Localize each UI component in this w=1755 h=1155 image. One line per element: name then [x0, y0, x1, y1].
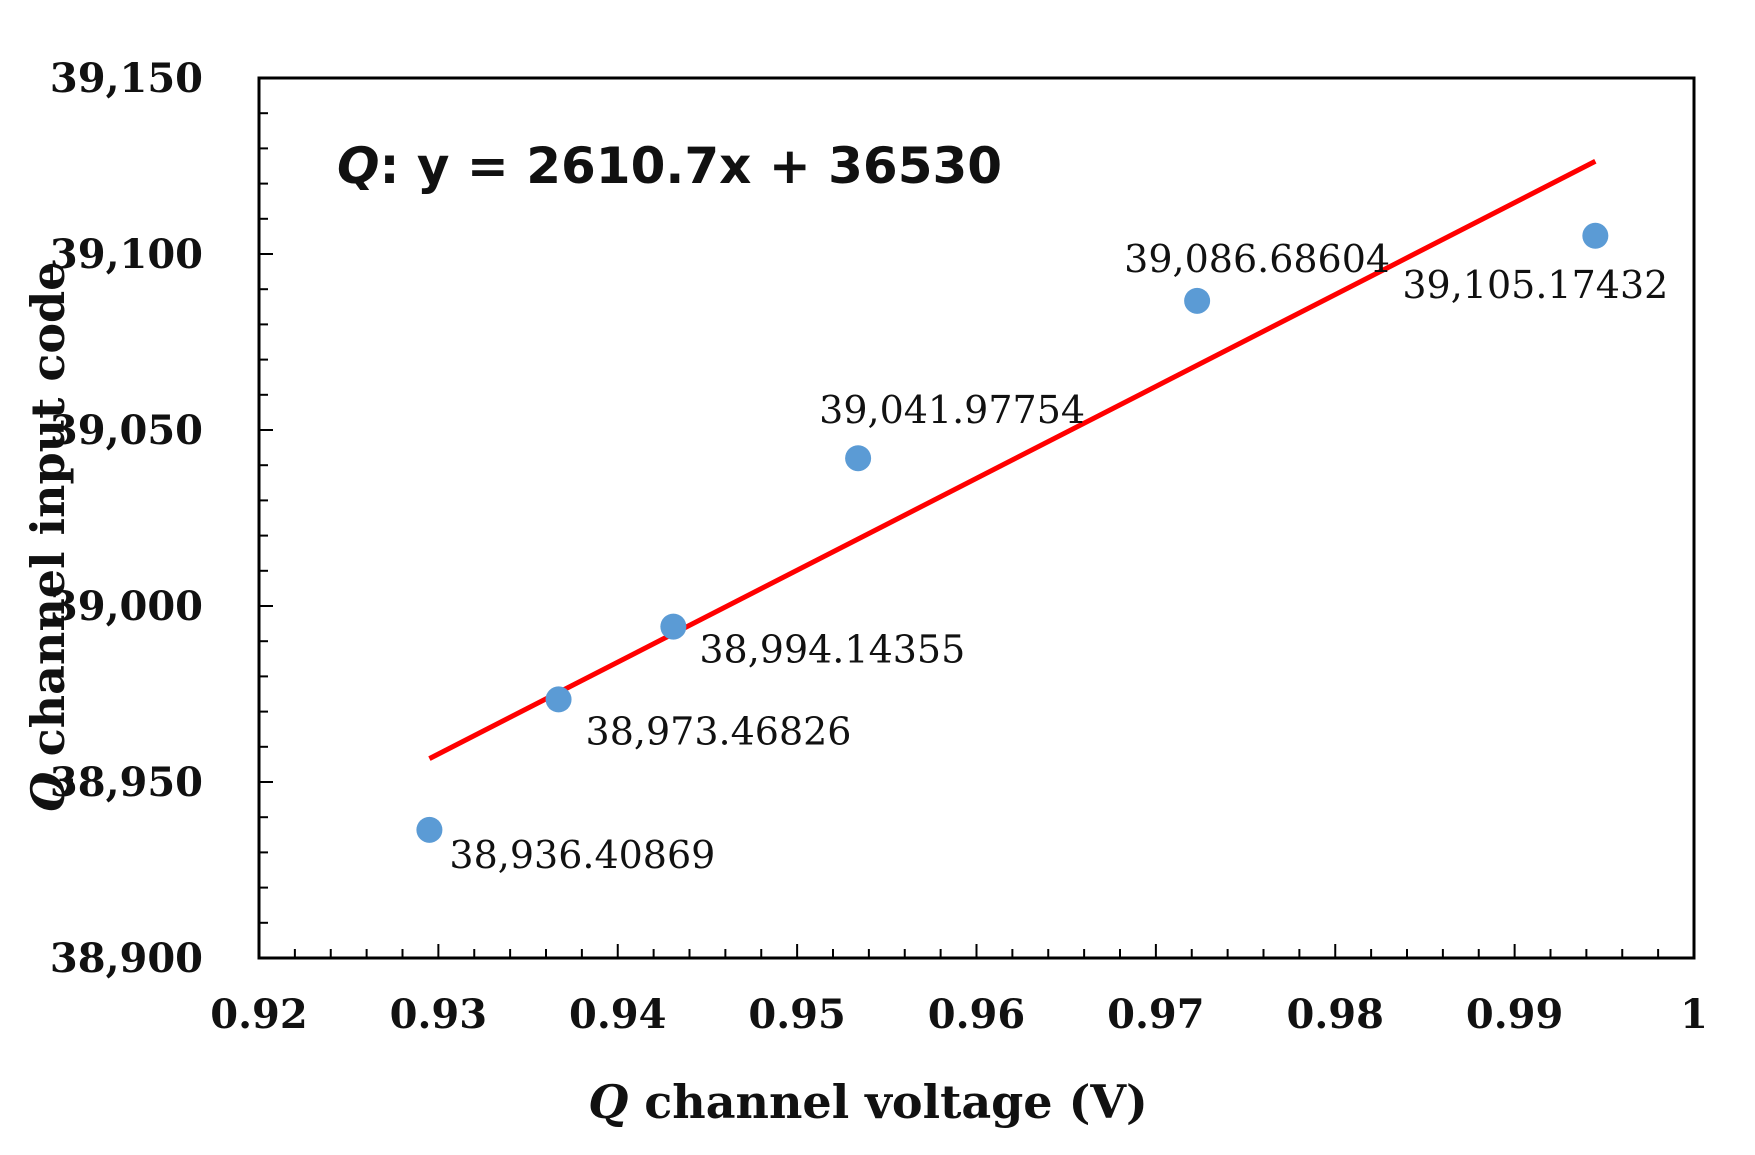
x-tick-label: 0.99 [1466, 991, 1563, 1038]
y-tick-label: 39,150 [50, 55, 203, 102]
y-tick-label: 38,950 [50, 759, 203, 806]
data-point [416, 816, 443, 843]
data-point-label: 39,105.17432 [1402, 263, 1668, 307]
data-labels: 38,936.40869 38,973.46826 38,994.14355 39,0… [449, 237, 1668, 877]
y-axis-title: Q channel input code [21, 262, 75, 813]
data-point-label: 39,041.97754 [819, 388, 1085, 432]
x-tick-label: 0.98 [1287, 991, 1384, 1038]
data-point-label: 38,973.46826 [586, 709, 852, 753]
y-axis-title-text: channel input code [21, 262, 75, 773]
data-point [845, 445, 872, 472]
x-axis-title-variable: Q [588, 1075, 628, 1129]
equation-variable: Q [337, 137, 380, 195]
x-tick-label: 0.92 [210, 991, 307, 1038]
data-point [1184, 287, 1211, 314]
x-axis-title-text: channel voltage (V) [628, 1075, 1148, 1129]
y-tick-label: 39,000 [50, 583, 203, 630]
data-point-label: 39,086.68604 [1124, 237, 1390, 281]
trendline [428, 159, 1597, 761]
data-point-label: 38,994.14355 [699, 628, 965, 672]
x-tick-label: 0.96 [928, 991, 1025, 1038]
data-point [660, 613, 687, 640]
x-tick-labels: 0.92 0.93 0.94 0.95 0.96 0.97 0.98 0.99 1 [210, 991, 1708, 1038]
data-point [545, 686, 572, 713]
y-tick-label: 38,900 [50, 935, 203, 982]
x-tick-label: 0.97 [1107, 991, 1204, 1038]
equation-formula: : y = 2610.7x + 36530 [380, 137, 1003, 195]
x-tick-label: 0.95 [748, 991, 845, 1038]
data-points [416, 222, 1609, 843]
x-tick-label: 1 [1680, 991, 1708, 1038]
x-tick-label: 0.94 [569, 991, 666, 1038]
plot-frame [257, 76, 1696, 960]
x-tick-label: 0.93 [390, 991, 487, 1038]
x-axis-title: Q channel voltage (V) [588, 1075, 1148, 1129]
y-axis-title-variable: Q [21, 772, 75, 812]
trendline-equation: Q: y = 2610.7x + 36530 [337, 137, 1002, 195]
y-tick-labels: 38,900 38,950 39,000 39,050 39,100 39,150 [50, 55, 203, 982]
data-point-label: 38,936.40869 [449, 833, 715, 877]
y-tick-label: 39,050 [50, 407, 203, 454]
data-point [1582, 222, 1609, 249]
y-tick-label: 39,100 [50, 231, 203, 278]
